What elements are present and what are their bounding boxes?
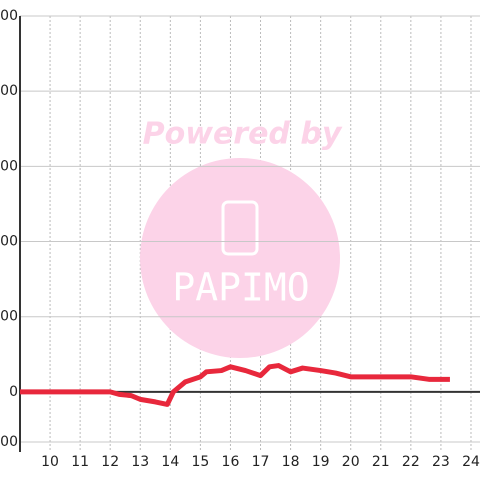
x-tick-label: 21: [372, 454, 390, 470]
watermark-text: Powered by: [143, 117, 343, 152]
x-tick-label: 18: [282, 454, 300, 470]
y-tick-label: -20,000: [0, 434, 18, 450]
y-tick-label: 60,000: [0, 234, 18, 250]
x-tick-label: 10: [41, 454, 59, 470]
x-tick-label: 20: [342, 454, 360, 470]
x-tick-label: 19: [312, 454, 330, 470]
x-tick-label: 23: [432, 454, 450, 470]
watermark-logo: PAPIMO: [172, 266, 309, 310]
x-tick-label: 16: [222, 454, 240, 470]
y-tick-label: 90,000: [0, 158, 18, 174]
y-tick-label: 120,000: [0, 83, 18, 99]
x-tick-label: 14: [161, 454, 179, 470]
watermark-circle: [140, 158, 340, 358]
x-tick-label: 12: [101, 454, 119, 470]
x-tick-label: 17: [252, 454, 270, 470]
x-tick-label: 11: [71, 454, 89, 470]
y-tick-label: 0: [9, 384, 18, 400]
x-tick-label: 22: [402, 454, 420, 470]
y-tick-label: 150,000: [0, 8, 18, 24]
watermark-icon: [221, 200, 259, 256]
x-tick-label: 24: [462, 454, 480, 470]
x-tick-label: 15: [191, 454, 209, 470]
data-line: [20, 363, 450, 407]
y-tick-label: 30,000: [0, 309, 18, 325]
x-tick-label: 13: [131, 454, 149, 470]
